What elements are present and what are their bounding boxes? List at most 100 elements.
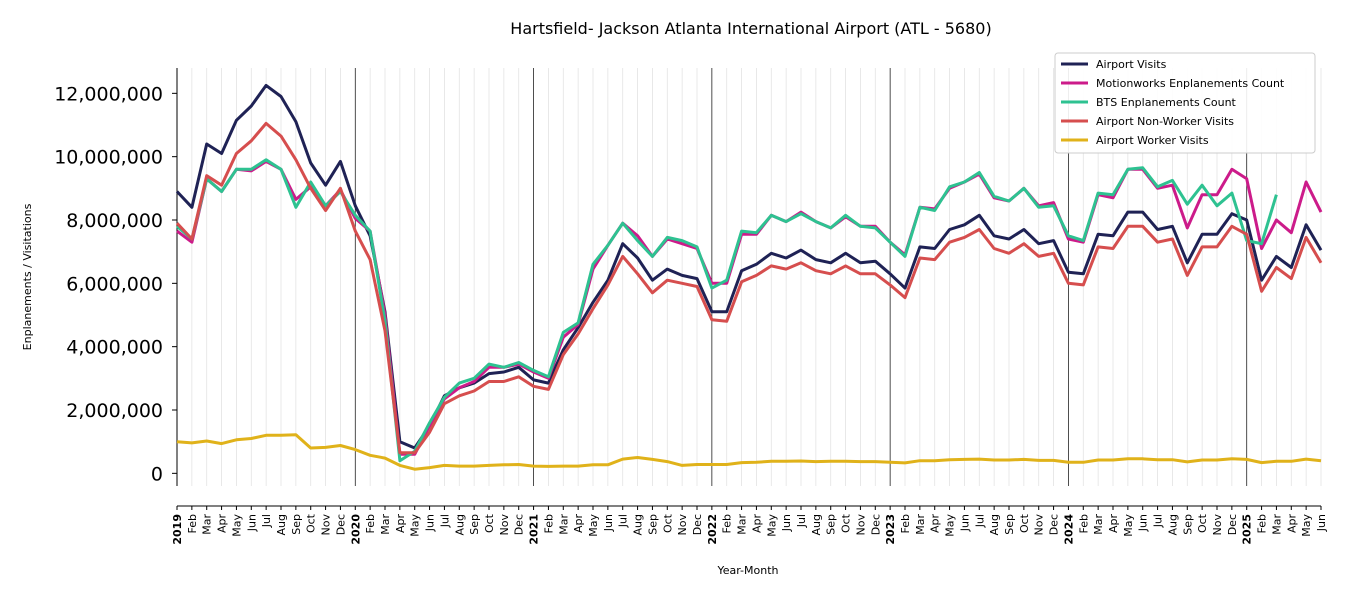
x-tick-label-month: Aug bbox=[988, 514, 1001, 535]
legend-label: Motionworks Enplanements Count bbox=[1096, 77, 1285, 90]
x-tick-label-month: Nov bbox=[498, 514, 511, 536]
x-tick-label-month: Apr bbox=[394, 514, 407, 534]
x-tick-label-month: Oct bbox=[661, 513, 674, 533]
x-tick-label-month: Dec bbox=[869, 514, 882, 535]
x-tick-label-year: 2020 bbox=[349, 514, 362, 545]
x-tick-label-month: Oct bbox=[483, 513, 496, 533]
x-tick-label-month: Mar bbox=[914, 514, 927, 535]
x-tick-label-month: Jul bbox=[795, 514, 808, 528]
x-tick-label-month: Aug bbox=[632, 514, 645, 535]
x-tick-label-month: Feb bbox=[364, 514, 377, 533]
x-tick-label-month: Feb bbox=[899, 514, 912, 533]
series-line-airport-worker-visits bbox=[176, 433, 1322, 471]
x-tick-label-month: Jun bbox=[1137, 514, 1150, 532]
x-tick-label-month: Mar bbox=[736, 514, 749, 535]
x-tick-label-month: Jul bbox=[973, 514, 986, 528]
x-tick-label-month: Apr bbox=[1285, 514, 1298, 534]
x-tick-label-month: Oct bbox=[840, 513, 853, 533]
x-tick-label-month: Jun bbox=[780, 514, 793, 532]
x-tick-label-month: Feb bbox=[542, 514, 555, 533]
legend-label: BTS Enplanements Count bbox=[1096, 96, 1237, 109]
x-tick-label-month: Jun bbox=[424, 514, 437, 532]
x-tick-label-month: Aug bbox=[1166, 514, 1179, 535]
x-tick-label-year: 2024 bbox=[1062, 514, 1075, 545]
x-tick-label-year: 2023 bbox=[884, 514, 897, 545]
y-axis-label: Enplanements / Visitations bbox=[21, 203, 34, 350]
x-tick-label-month: Jul bbox=[260, 514, 273, 528]
x-tick-label-month: Mar bbox=[557, 514, 570, 535]
x-tick-label-month: Sep bbox=[290, 514, 303, 535]
legend-label: Airport Non-Worker Visits bbox=[1096, 115, 1234, 128]
x-tick-label-year: 2021 bbox=[528, 514, 541, 545]
x-tick-label-month: Dec bbox=[691, 514, 704, 535]
x-tick-label-month: Jun bbox=[958, 514, 971, 532]
x-tick-label-month: Mar bbox=[379, 514, 392, 535]
x-tick-label-month: Sep bbox=[468, 514, 481, 535]
x-tick-label-month: Nov bbox=[320, 514, 333, 536]
y-tick-label: 2,000,000 bbox=[66, 400, 163, 422]
x-tick-label-month: Sep bbox=[646, 514, 659, 535]
x-tick-label-month: May bbox=[587, 514, 600, 537]
x-tick-label-month: Sep bbox=[1181, 514, 1194, 535]
x-tick-label-month: Jun bbox=[1315, 514, 1328, 532]
legend-box bbox=[1054, 52, 1316, 154]
legend: Airport Visits Motionworks Enplanements C… bbox=[1054, 52, 1316, 154]
x-tick-label-month: Aug bbox=[275, 514, 288, 535]
y-tick-label: 6,000,000 bbox=[66, 273, 163, 295]
x-tick-label-month: Apr bbox=[216, 514, 229, 534]
x-tick-label-month: May bbox=[230, 514, 243, 537]
x-tick-label-month: Feb bbox=[1256, 514, 1269, 533]
y-tick-label: 10,000,000 bbox=[54, 147, 163, 169]
x-tick-label-month: Aug bbox=[810, 514, 823, 535]
x-tick-label-month: May bbox=[1300, 514, 1313, 537]
x-tick-label-year: 2022 bbox=[706, 514, 719, 545]
x-tick-label-month: Oct bbox=[1018, 513, 1031, 533]
x-tick-label-month: Sep bbox=[1003, 514, 1016, 535]
x-tick-label-month: Jul bbox=[438, 514, 451, 528]
axes: 0 2,000,000 4,000,000 6,000,000 8,000,000 10,… bbox=[54, 68, 1328, 545]
x-tick-label-month: Jun bbox=[245, 514, 258, 532]
y-tick-label: 8,000,000 bbox=[66, 210, 163, 232]
y-tick-label: 12,000,000 bbox=[54, 83, 163, 105]
x-tick-label-month: Dec bbox=[513, 514, 526, 535]
x-tick-label-month: Sep bbox=[825, 514, 838, 535]
x-tick-label-month: Nov bbox=[1033, 514, 1046, 536]
y-tick-label: 4,000,000 bbox=[66, 337, 163, 359]
x-tick-label-month: Oct bbox=[305, 513, 318, 533]
legend-label: Airport Visits bbox=[1096, 58, 1167, 71]
x-tick-label-month: Dec bbox=[334, 514, 347, 535]
legend-label: Airport Worker Visits bbox=[1096, 134, 1209, 147]
x-tick-label-month: Feb bbox=[186, 514, 199, 533]
x-tick-label-month: Jul bbox=[1152, 514, 1165, 528]
x-tick-label-month: Jul bbox=[617, 514, 630, 528]
x-tick-label-year: 2025 bbox=[1241, 514, 1254, 545]
x-tick-label-month: Dec bbox=[1226, 514, 1239, 535]
x-tick-label-month: Mar bbox=[201, 514, 214, 535]
x-tick-label-month: May bbox=[409, 514, 422, 537]
x-tick-label-month: Mar bbox=[1270, 514, 1283, 535]
x-tick-label-month: Nov bbox=[676, 514, 689, 536]
x-tick-label-month: Dec bbox=[1048, 514, 1061, 535]
x-axis-label: Year-Month bbox=[716, 564, 778, 577]
x-tick-label-month: Jun bbox=[602, 514, 615, 532]
x-tick-label-month: Apr bbox=[572, 514, 585, 534]
series-line-bts-enplanements-count bbox=[176, 158, 1278, 463]
y-tick-label: 0 bbox=[151, 463, 163, 485]
x-tick-label-month: Oct bbox=[1196, 513, 1209, 533]
chart-title: Hartsfield- Jackson Atlanta Internationa… bbox=[510, 19, 991, 38]
x-tick-label-month: May bbox=[944, 514, 957, 537]
x-tick-label-month: May bbox=[1122, 514, 1135, 537]
x-tick-label-month: Feb bbox=[721, 514, 734, 533]
x-tick-label-month: Nov bbox=[854, 514, 867, 536]
x-tick-label-month: Apr bbox=[750, 514, 763, 534]
x-tick-label-month: Aug bbox=[453, 514, 466, 535]
x-tick-label-month: Nov bbox=[1211, 514, 1224, 536]
x-tick-label-month: Apr bbox=[1107, 514, 1120, 534]
x-tick-label-month: May bbox=[765, 514, 778, 537]
x-tick-label-month: Feb bbox=[1077, 514, 1090, 533]
series-line-airport-non-worker-visits bbox=[175, 121, 1323, 455]
x-tick-label-year: 2019 bbox=[171, 514, 184, 545]
x-tick-label-month: Mar bbox=[1092, 514, 1105, 535]
